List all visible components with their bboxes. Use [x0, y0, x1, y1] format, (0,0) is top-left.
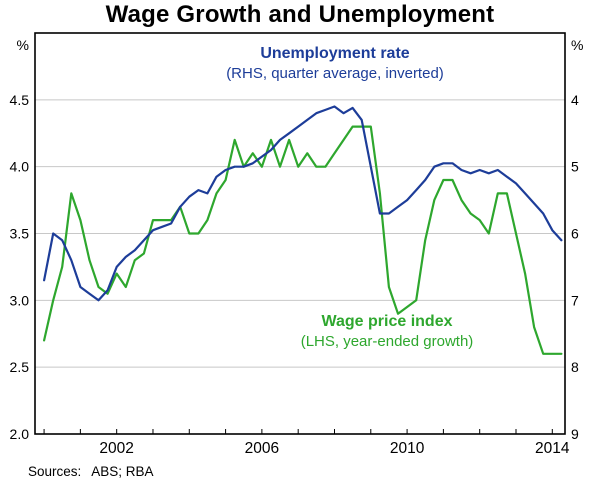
right-axis-tick-label: 5 [571, 159, 579, 175]
left-axis-tick-label: 4.0 [10, 159, 30, 175]
right-axis-tick-label: 7 [571, 292, 579, 308]
right-axis-unit: % [571, 37, 583, 53]
source-note-value: ABS; RBA [91, 464, 154, 479]
left-axis-tick-label: 4.5 [10, 92, 30, 108]
x-axis-tick-label: 2010 [390, 440, 425, 457]
source-note: Sources: ABS; RBA [28, 464, 154, 479]
x-axis-tick-label: 2002 [99, 440, 133, 457]
left-axis-tick-label: 3.5 [10, 226, 30, 242]
right-axis-tick-label: 4 [571, 92, 579, 108]
left-axis-tick-label: 2.0 [10, 426, 30, 442]
plot-border [34, 32, 566, 435]
left-axis-tick-label: 2.5 [10, 359, 30, 375]
unemployment-series-label: Unemployment rate (RHS, quarter average,… [210, 44, 460, 84]
unemployment-label-line1: Unemployment rate [260, 45, 410, 62]
wage-series-label: Wage price index (LHS, year-ended growth… [262, 312, 512, 352]
left-axis-tick-label: 3.0 [10, 292, 30, 308]
right-axis-tick-label: 8 [571, 359, 579, 375]
unemployment-label-line2: (RHS, quarter average, inverted) [226, 65, 444, 82]
right-axis-tick-label: 9 [571, 426, 579, 442]
wage-label-line1: Wage price index [321, 313, 453, 330]
left-axis-unit: % [17, 37, 29, 53]
x-axis-tick-label: 2014 [535, 440, 570, 457]
wage-price-index-line [42, 125, 563, 355]
x-axis-tick-label: 2006 [245, 440, 279, 457]
unemployment-rate-line [42, 105, 563, 302]
source-note-label: Sources: [28, 464, 82, 479]
chart-title: Wage Growth and Unemployment [105, 1, 495, 28]
right-axis-tick-label: 6 [571, 226, 579, 242]
wage-label-line2: (LHS, year-ended growth) [300, 333, 474, 350]
